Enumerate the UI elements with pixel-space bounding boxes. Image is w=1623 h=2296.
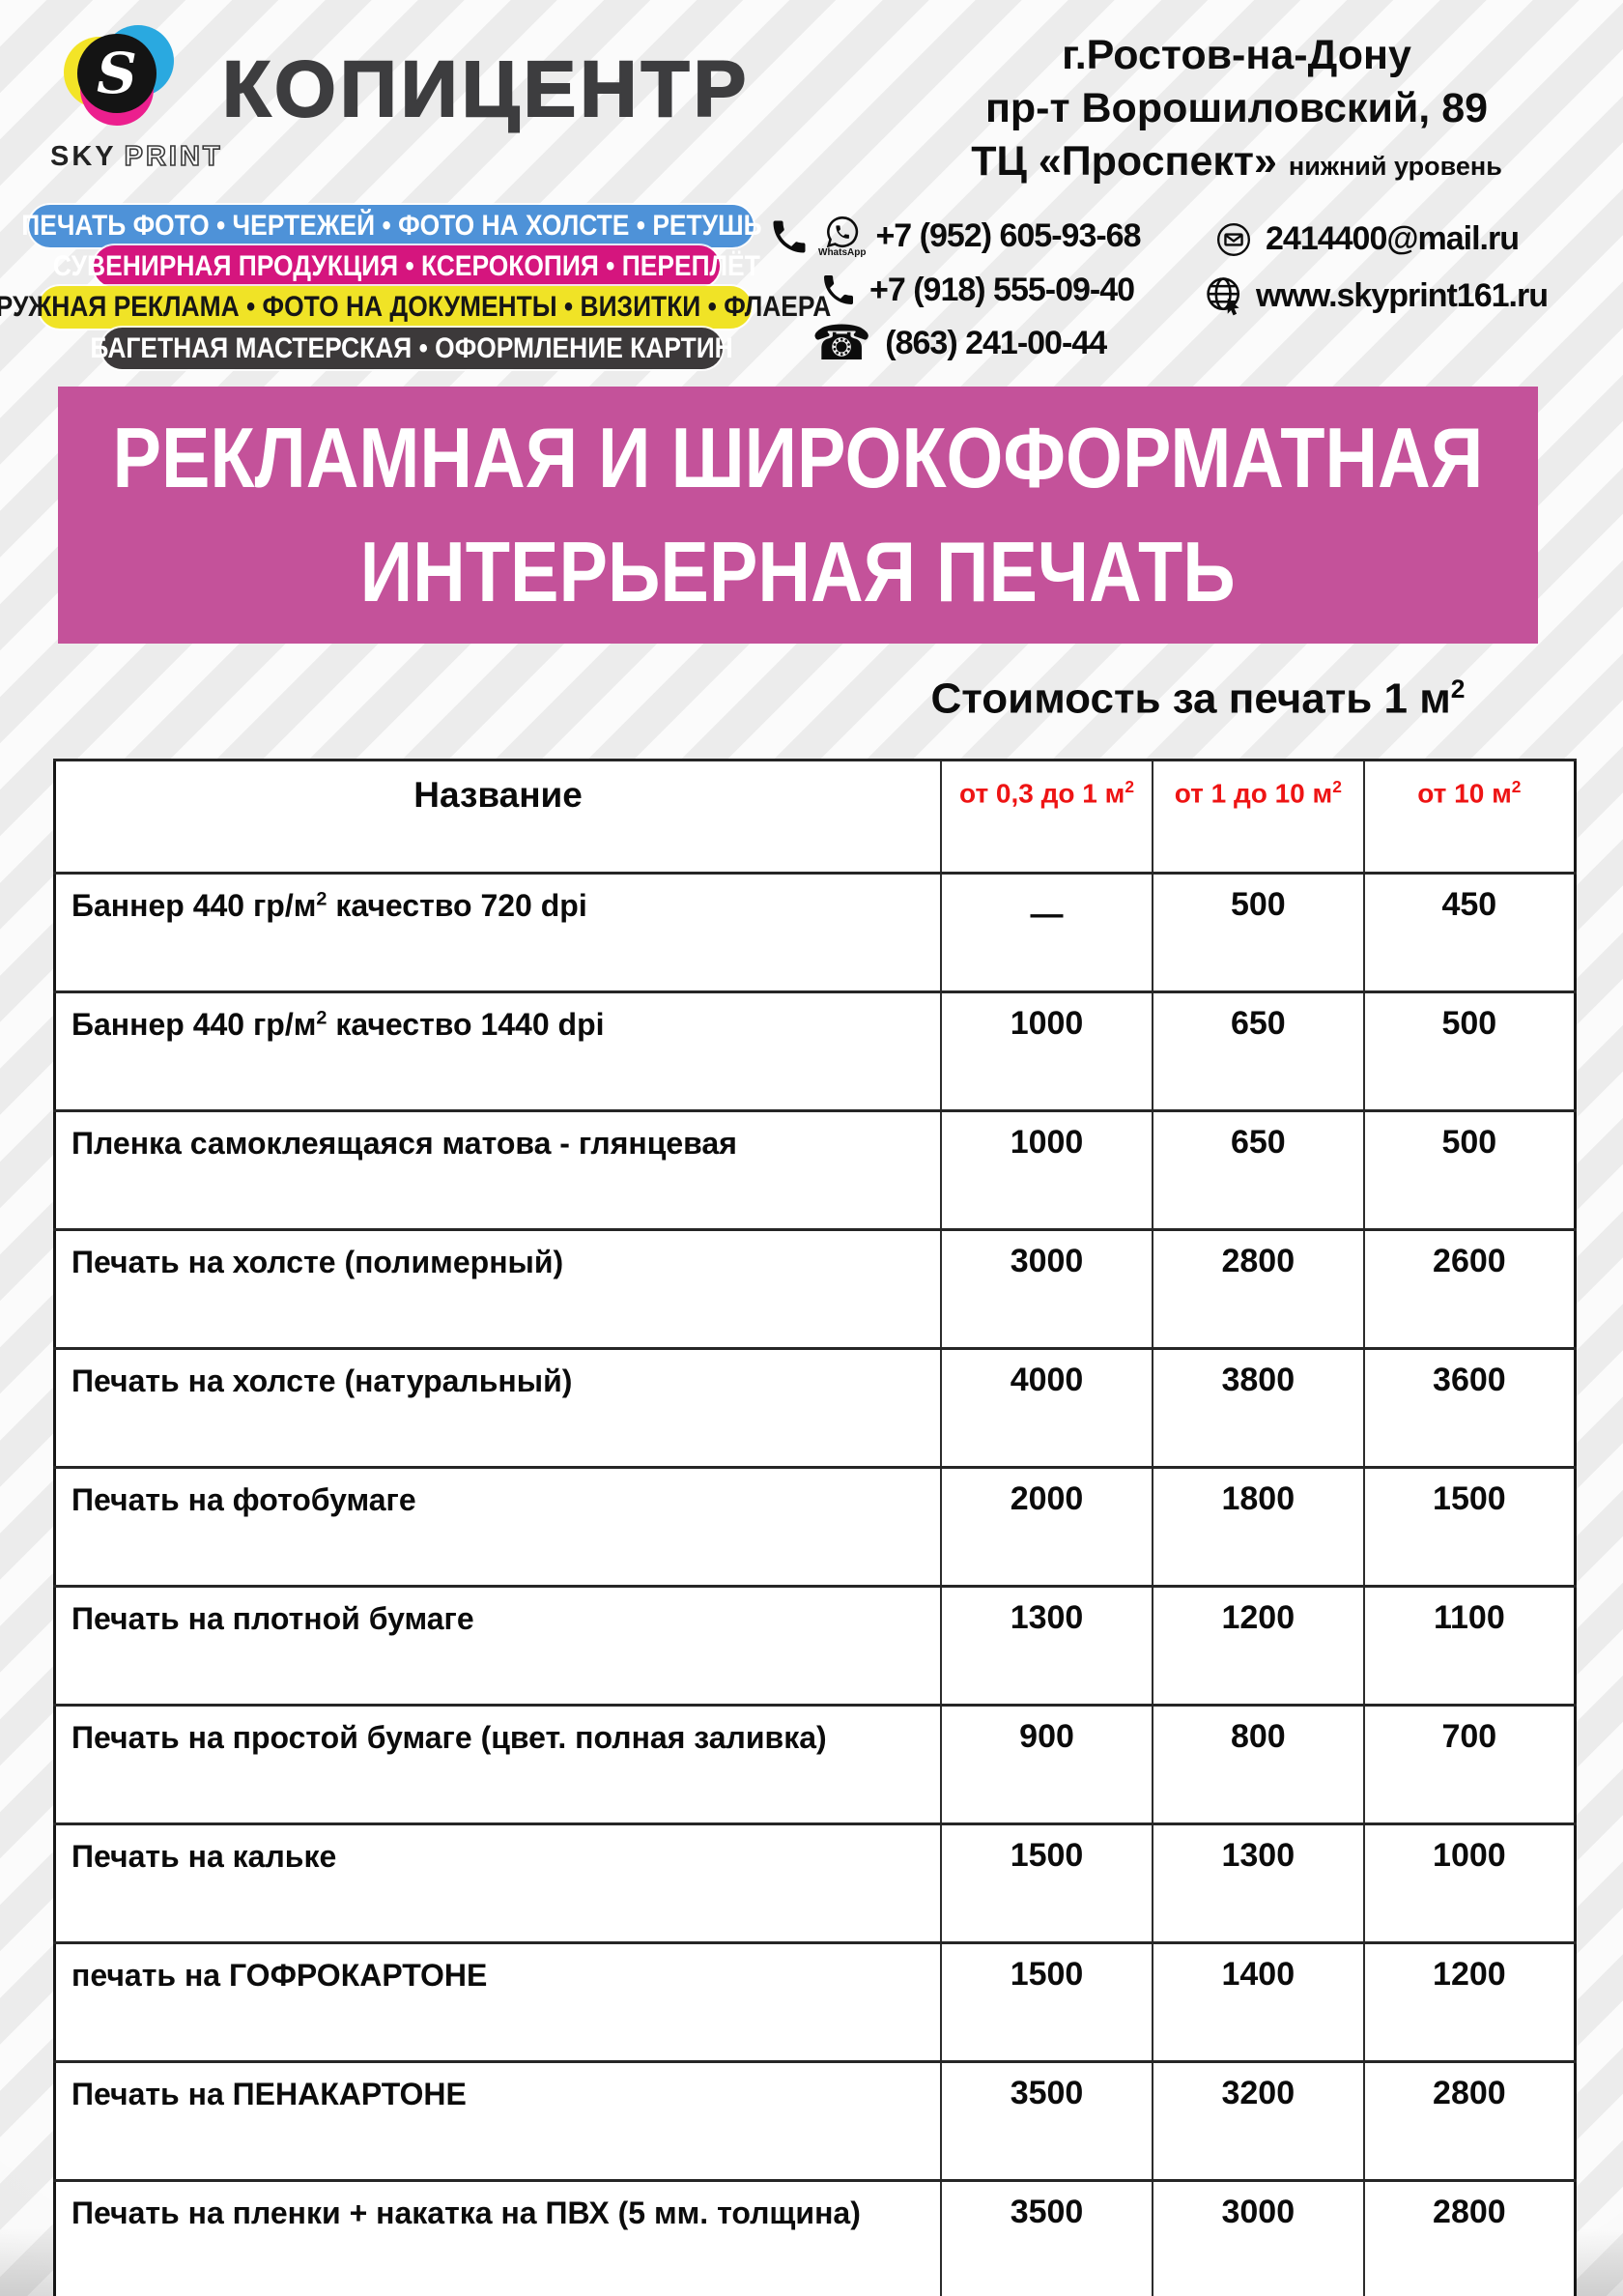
price-subtitle: Стоимость за печать 1 м2: [930, 674, 1466, 723]
column-header-range-2: от 1 до 10 м2: [1151, 759, 1365, 875]
globe-cursor-icon: [1204, 274, 1246, 317]
website-line: www.skyprint161.ru: [1204, 274, 1549, 317]
ribbon-photo-print: ПЕЧАТЬ ФОТО • ЧЕРТЕЖЕЙ • ФОТО НА ХОЛСТЕ …: [21, 205, 761, 247]
whatsapp-label: WhatsApp: [818, 247, 867, 258]
phone-line-mobile-2: +7 (918) 555-09-40: [819, 271, 1135, 309]
phone-number-2[interactable]: +7 (918) 555-09-40: [869, 271, 1135, 308]
logo-word-print: PRINT: [124, 140, 223, 173]
table-row: Печать на кальке 1500 1300 1000: [53, 1822, 1577, 1944]
phone-number-3[interactable]: (863) 241-00-44: [885, 324, 1107, 361]
address-city: г.Ростов-на-Дону: [1062, 32, 1411, 78]
table-row: Баннер 440 гр/м2 качество 1440 dpi 1000 …: [53, 990, 1577, 1112]
desk-phone-icon: ☎: [812, 315, 872, 371]
website-url[interactable]: www.skyprint161.ru: [1256, 276, 1549, 314]
phone-line-mobile-1: WhatsApp +7 (952) 605-93-68: [768, 215, 1142, 258]
address-block: г.Ростов-на-Дону пр-т Ворошиловский, 89 …: [927, 29, 1546, 188]
phone-number-1[interactable]: +7 (952) 605-93-68: [875, 217, 1141, 254]
skyprint-logo: S: [64, 25, 176, 126]
table-row: Печать на простой бумаге (цвет. полная з…: [53, 1704, 1577, 1825]
table-row: Печать на ПЕНАКАРТОНЕ 3500 3200 2800: [53, 2060, 1577, 2182]
address-street: пр-т Ворошиловский, 89: [984, 85, 1489, 132]
table-row: Печать на плотной бумаге 1300 1200 1100: [53, 1585, 1577, 1707]
table-header-row: Название от 0,3 до 1 м2 от 1 до 10 м2 от…: [53, 759, 1577, 875]
column-header-range-1: от 0,3 до 1 м2: [940, 759, 1153, 875]
email-icon: [1215, 221, 1252, 258]
table-row: Печать на холсте (полимерный) 3000 2800 …: [53, 1228, 1577, 1350]
whatsapp-icon: WhatsApp: [818, 215, 866, 258]
main-banner: РЕКЛАМНАЯ И ШИРОКОФОРМАТНАЯ ИНТЕРЬЕРНАЯ …: [58, 387, 1538, 644]
ribbon-souvenirs: СУВЕНИРНАЯ ПРОДУКЦИЯ • КСЕРОКОПИЯ • ПЕРЕ…: [53, 245, 760, 287]
table-row: Пленка самоклеящаяся матова - глянцевая …: [53, 1109, 1577, 1231]
banner-line-2: ИНТЕРЬЕРНАЯ ПЕЧАТЬ: [360, 524, 1236, 619]
table-row: Печать на пленки + накатка на ПВХ (5 мм.…: [53, 2179, 1577, 2296]
address-level: нижний уровень: [1288, 152, 1502, 182]
page-title: КОПИЦЕНТР: [221, 44, 751, 134]
table-row: Печать на холсте (натуральный) 4000 3800…: [53, 1347, 1577, 1469]
logo-monogram: S: [77, 34, 157, 113]
email-address[interactable]: 2414400@mail.ru: [1266, 220, 1520, 257]
phone-line-landline: ☎ (863) 241-00-44: [812, 315, 1107, 371]
email-line: 2414400@mail.ru: [1215, 220, 1520, 258]
address-mall: ТЦ «Проспект»: [971, 138, 1277, 186]
table-row: Печать на фотобумаге 2000 1800 1500: [53, 1466, 1577, 1588]
table-row: печать на ГОФРОКАРТОНЕ 1500 1400 1200: [53, 1941, 1577, 2063]
column-header-range-3: от 10 м2: [1362, 759, 1577, 875]
ribbon-framing: БАГЕТНАЯ МАСТЕРСКАЯ • ОФОРМЛЕНИЕ КАРТИН: [91, 328, 733, 369]
price-table: Название от 0,3 до 1 м2 от 1 до 10 м2 от…: [53, 759, 1577, 2296]
logo-wordmark: SKY PRINT: [50, 140, 223, 173]
banner-line-1: РЕКЛАМНАЯ И ШИРОКОФОРМАТНАЯ: [112, 410, 1484, 505]
phone-handset-icon: [819, 271, 858, 309]
phone-handset-icon: [768, 215, 811, 258]
column-header-name: Название: [53, 759, 943, 875]
service-ribbons: ПЕЧАТЬ ФОТО • ЧЕРТЕЖЕЙ • ФОТО НА ХОЛСТЕ …: [0, 205, 831, 374]
ribbon-outdoor-ads: НАРУЖНАЯ РЕКЛАМА • ФОТО НА ДОКУМЕНТЫ • В…: [0, 286, 831, 329]
logo-word-sky: SKY: [50, 141, 117, 172]
table-row: Баннер 440 гр/м2 качество 720 dpi — 500 …: [53, 872, 1577, 993]
